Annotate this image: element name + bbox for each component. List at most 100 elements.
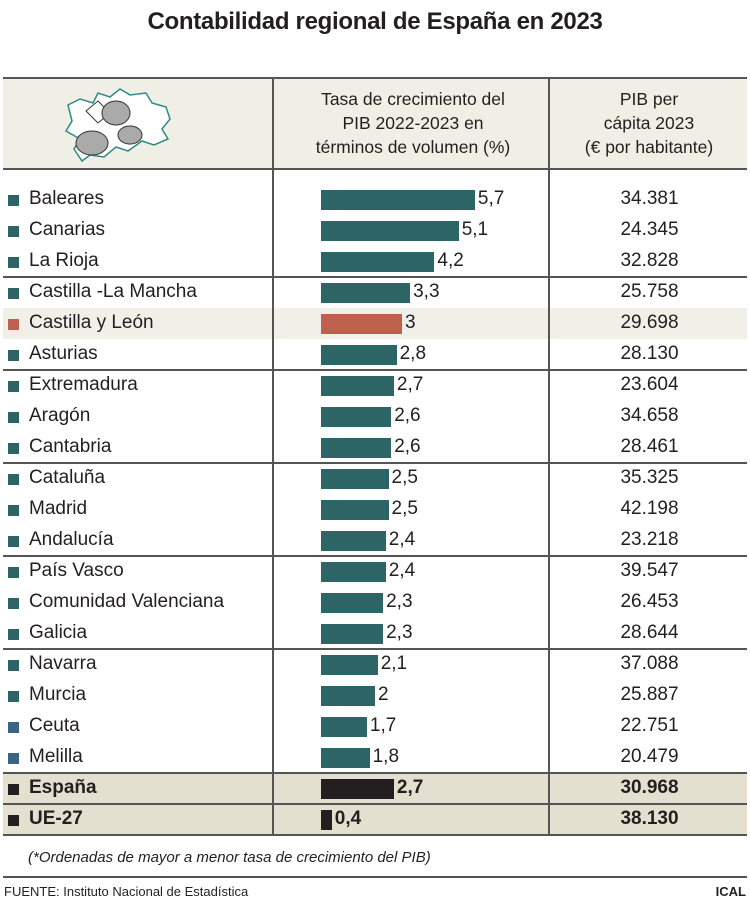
table-row: Galicia 2,3 28.644: [3, 618, 747, 649]
region-name: Andalucía: [29, 529, 114, 550]
header-line: cápita 2023: [603, 113, 695, 133]
legend-square-icon: [8, 629, 19, 640]
legend-square-icon: [8, 815, 19, 826]
pib-value: 37.088: [620, 653, 679, 674]
divider: [3, 876, 747, 878]
legend-square-icon: [8, 753, 19, 764]
table-row: Navarra 2,1 37.088: [3, 649, 747, 680]
table-header: Tasa de crecimiento del PIB 2022-2023 en…: [3, 77, 747, 170]
region-name: Aragón: [29, 405, 91, 426]
legend-square-icon: [8, 474, 19, 485]
region-name: La Rioja: [29, 250, 99, 271]
pib-value: 34.658: [620, 405, 679, 426]
region-name: Ceuta: [29, 715, 80, 736]
table-row: Castilla y León 3 29.698: [3, 308, 747, 339]
growth-label: 2,6: [394, 405, 421, 426]
table-row: Castilla -La Mancha 3,3 25.758: [3, 277, 747, 308]
growth-label: 2,3: [386, 622, 413, 643]
growth-label: 2,7: [396, 777, 424, 798]
pib-value: 34.381: [620, 188, 679, 209]
header-line: PIB 2022-2023 en: [342, 113, 484, 133]
table-row: Cantabria 2,6 28.461: [3, 432, 747, 463]
growth-bar: [321, 562, 386, 582]
table-row: Melilla 1,8 20.479: [3, 742, 747, 773]
growth-label: 2,7: [396, 374, 424, 395]
region-name: Comunidad Valenciana: [29, 591, 225, 612]
growth-bar: [321, 624, 384, 644]
row-separator: [3, 772, 747, 774]
table-row: Murcia 2 25.887: [3, 680, 747, 711]
legend-square-icon: [8, 381, 19, 392]
table-row: La Rioja 4,2 32.828: [3, 246, 747, 277]
growth-label: 2,1: [380, 653, 408, 674]
growth-label: 2: [378, 684, 389, 705]
castilla-y-leon-map-with-euro-coins-icon: [64, 88, 171, 163]
region-name: Murcia: [29, 684, 87, 705]
legend-square-icon: [8, 443, 19, 454]
region-name: Extremadura: [29, 374, 138, 395]
chart-title: Contabilidad regional de España en 2023: [147, 8, 603, 35]
growth-label: 2,3: [386, 591, 413, 612]
table-row: UE-27 0,4 38.130: [3, 804, 747, 835]
header-line: PIB per: [619, 89, 679, 109]
legend-square-icon: [8, 319, 19, 330]
growth-bar: [321, 314, 402, 334]
row-separator: [3, 648, 747, 650]
legend-square-icon: [8, 195, 19, 206]
legend-square-icon: [8, 536, 19, 547]
region-name: Asturias: [29, 343, 98, 364]
row-separator: [3, 803, 747, 805]
pib-value: 32.828: [620, 250, 679, 271]
legend-square-icon: [8, 505, 19, 516]
legend-square-icon: [8, 598, 19, 609]
table-row: Cataluña 2,5 35.325: [3, 463, 747, 494]
region-name: Castilla y León: [29, 312, 154, 333]
region-name: Baleares: [29, 188, 104, 209]
growth-label: 1,7: [369, 715, 397, 736]
legend-square-icon: [8, 567, 19, 578]
legend-square-icon: [8, 691, 19, 702]
growth-label: 2,4: [388, 560, 416, 581]
growth-bar: [321, 283, 411, 303]
header-line: Tasa de crecimiento del: [321, 89, 505, 109]
legend-square-icon: [8, 722, 19, 733]
growth-bar: [321, 376, 394, 396]
region-name: UE-27: [29, 808, 83, 829]
growth-bar: [321, 686, 375, 706]
growth-bar: [321, 469, 389, 489]
row-separator: [3, 555, 747, 557]
growth-bar: [321, 593, 384, 613]
pib-value: 26.453: [620, 591, 679, 612]
table-row: Comunidad Valenciana 2,3 26.453: [3, 587, 747, 618]
legend-square-icon: [8, 412, 19, 423]
pib-value: 20.479: [620, 746, 679, 767]
legend-square-icon: [8, 288, 19, 299]
region-name: Canarias: [29, 219, 106, 240]
brand-logo: ICAL: [715, 884, 746, 899]
growth-bar: [321, 717, 367, 737]
column-divider: [272, 77, 274, 836]
region-name: Melilla: [29, 746, 83, 767]
region-name: Madrid: [29, 498, 88, 519]
region-name: Cataluña: [29, 467, 106, 488]
region-name: Cantabria: [29, 436, 112, 457]
row-separator: [3, 369, 747, 371]
pib-value: 24.345: [620, 219, 679, 240]
row-separator: [3, 276, 747, 278]
growth-label: 1,8: [372, 746, 400, 767]
growth-bar: [321, 810, 332, 830]
growth-label: 2,8: [399, 343, 427, 364]
table-row: Andalucía 2,4 23.218: [3, 525, 747, 556]
header-line: términos de volumen (%): [315, 137, 511, 157]
growth-bar: [321, 748, 370, 768]
region-name: España: [29, 777, 97, 798]
growth-bar: [321, 252, 435, 272]
pib-value: 28.130: [620, 343, 679, 364]
pib-value: 25.758: [620, 281, 679, 302]
legend-square-icon: [8, 257, 19, 268]
pib-value: 35.325: [620, 467, 679, 488]
pib-value: 28.461: [620, 436, 679, 457]
legend-square-icon: [8, 660, 19, 671]
growth-bar: [321, 407, 392, 427]
growth-label: 2,5: [391, 467, 418, 488]
